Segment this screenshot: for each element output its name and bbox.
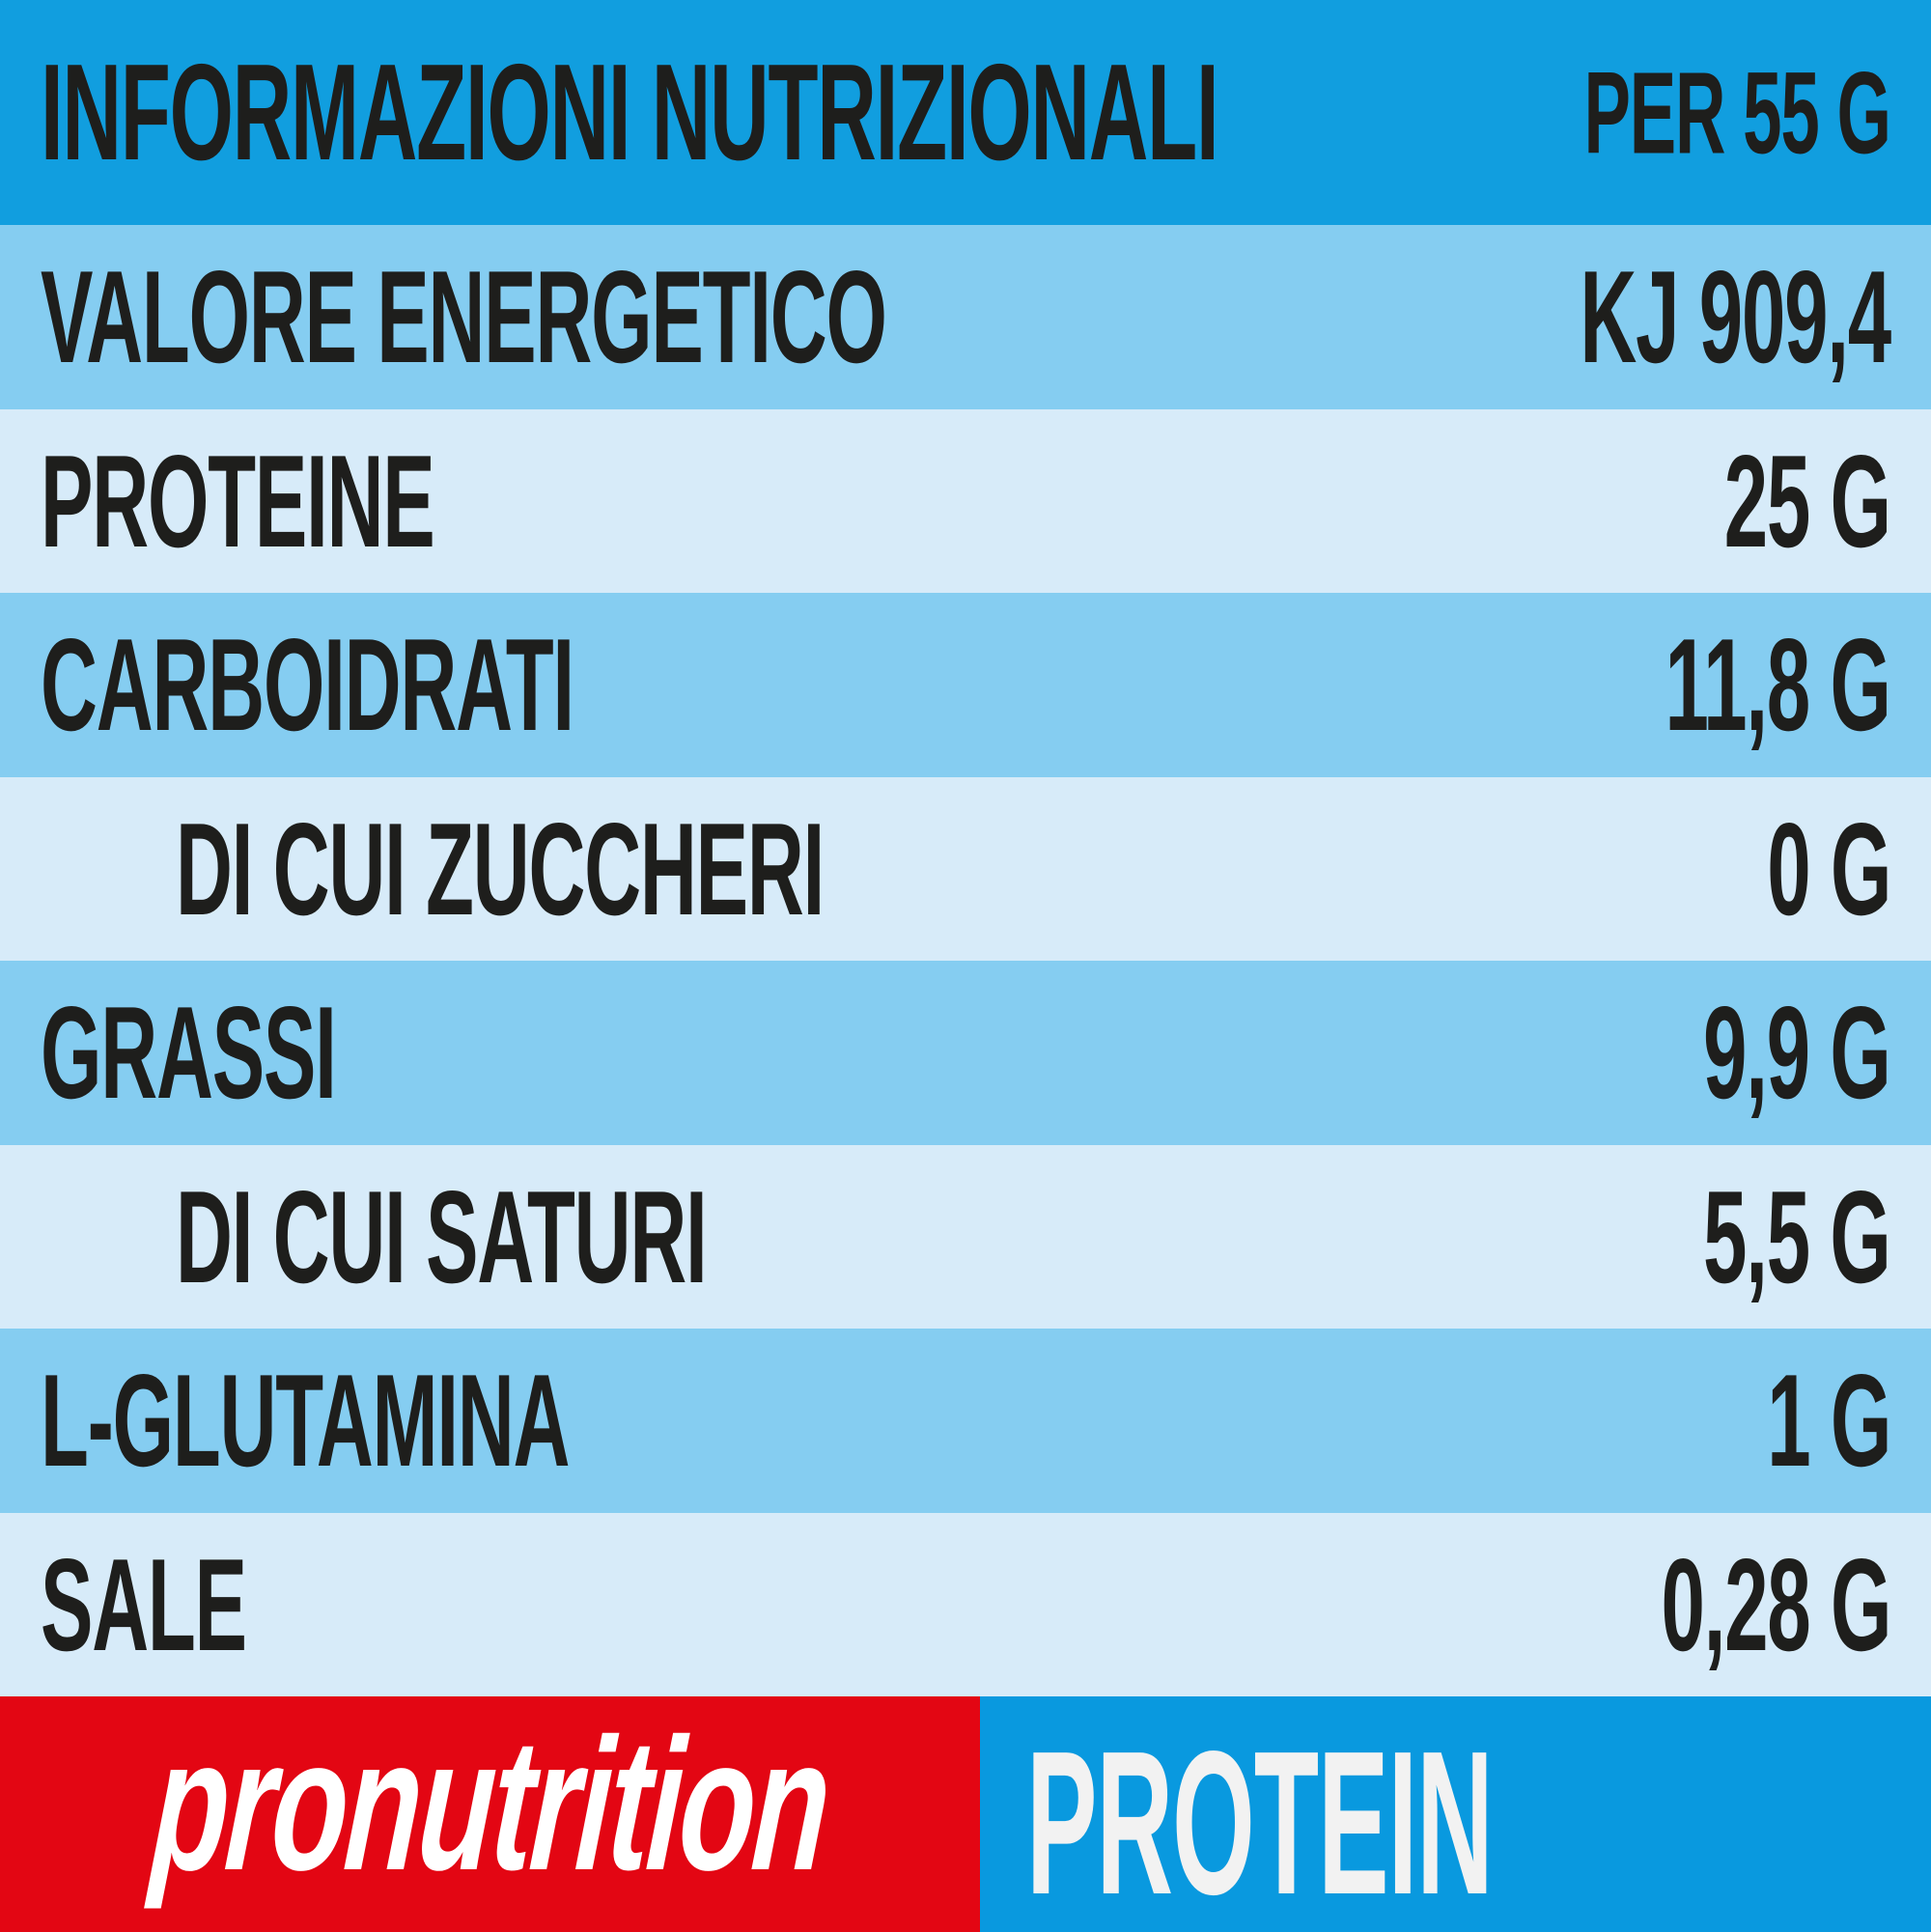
nutrition-row-label: DI CUI SATURI [176,1162,708,1310]
nutrition-row: DI CUI ZUCCHERI 0 G [0,776,1931,961]
nutrition-rows: VALORE ENERGETICO KJ 909,4 PROTEINE 25 G CAR… [0,225,1931,1696]
nutrition-row-value: 9,9 G [1703,979,1891,1127]
nutrition-row: GRASSI 9,9 G [0,961,1931,1145]
nutrition-row-value: 5,5 G [1703,1162,1891,1310]
nutrition-row: SALE 0,28 G [0,1512,1931,1696]
table-header-row: INFORMAZIONI NUTRIZIONALI PER 55 G [0,0,1931,225]
nutrition-row-value: 11,8 G [1665,611,1891,759]
brand-logo: pronutrition [146,1698,835,1910]
product-name: PROTEIN [1026,1708,1494,1932]
nutrition-row-label: SALE [41,1530,247,1678]
nutrition-row: VALORE ENERGETICO KJ 909,4 [0,225,1931,409]
nutrition-row-label: PROTEINE [41,427,435,574]
nutrition-row-value: KJ 909,4 [1580,243,1891,391]
nutrition-row-value: 1 G [1767,1347,1891,1495]
nutrition-row-label: DI CUI ZUCCHERI [176,795,825,942]
table-header-serving: PER 55 G [1583,46,1891,178]
nutrition-row-label: L-GLUTAMINA [41,1347,570,1495]
product-block: PROTEIN [980,1696,1931,1932]
nutrition-row-label: GRASSI [41,979,337,1127]
nutrition-row-label: VALORE ENERGETICO [41,243,887,391]
nutrition-row: DI CUI SATURI 5,5 G [0,1144,1931,1329]
nutrition-row: PROTEINE 25 G [0,408,1931,593]
brand-block: pronutrition [0,1696,980,1932]
nutrition-row-value: 25 G [1723,427,1891,574]
nutrition-row-label: CARBOIDRATI [41,611,574,759]
nutrition-row: L-GLUTAMINA 1 G [0,1329,1931,1513]
nutrition-row: CARBOIDRATI 11,8 G [0,593,1931,777]
nutrition-row-value: 0,28 G [1661,1530,1891,1678]
table-header-title: INFORMAZIONI NUTRIZIONALI [41,35,1219,189]
nutrition-row-value: 0 G [1767,795,1891,942]
footer-banner: pronutrition PROTEIN [0,1696,1931,1932]
